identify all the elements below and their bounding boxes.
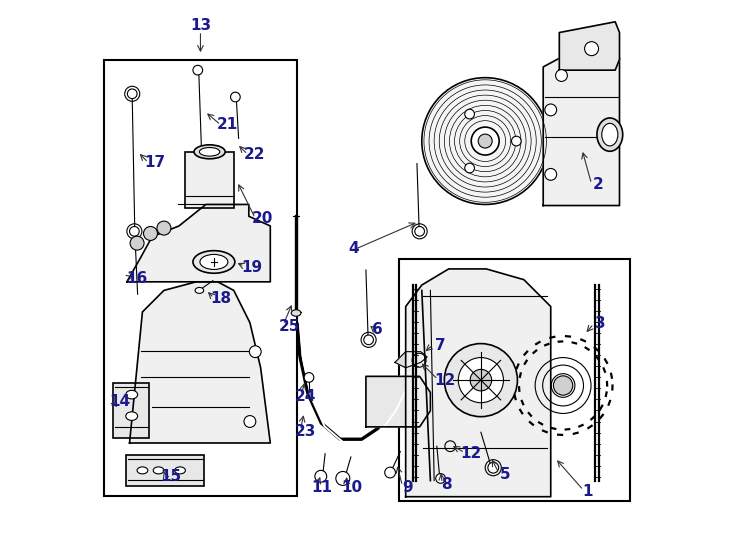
Bar: [186, 152, 233, 208]
Polygon shape: [543, 33, 619, 206]
Text: 11: 11: [310, 480, 332, 495]
Circle shape: [465, 109, 474, 119]
Bar: [103, 60, 297, 496]
Text: 8: 8: [441, 477, 452, 492]
Text: 16: 16: [126, 271, 148, 286]
Polygon shape: [559, 22, 619, 70]
Circle shape: [244, 416, 255, 427]
Ellipse shape: [137, 467, 148, 474]
Circle shape: [553, 376, 573, 395]
Bar: [126, 455, 204, 486]
Circle shape: [144, 226, 158, 240]
Text: 19: 19: [241, 260, 262, 275]
Circle shape: [250, 346, 261, 357]
Text: 24: 24: [294, 389, 316, 404]
Circle shape: [193, 65, 203, 75]
Circle shape: [230, 92, 240, 102]
Ellipse shape: [194, 145, 225, 159]
Text: 15: 15: [160, 469, 181, 484]
Circle shape: [129, 226, 139, 236]
Circle shape: [512, 136, 521, 146]
Circle shape: [128, 89, 137, 99]
Ellipse shape: [597, 118, 622, 151]
Text: 25: 25: [278, 319, 299, 334]
Text: 13: 13: [190, 18, 211, 33]
Text: 6: 6: [372, 322, 383, 336]
Ellipse shape: [195, 287, 203, 293]
Text: 12: 12: [460, 446, 482, 461]
Ellipse shape: [200, 254, 228, 269]
Polygon shape: [395, 352, 427, 368]
Circle shape: [364, 335, 374, 345]
Text: 20: 20: [252, 212, 273, 226]
Circle shape: [465, 163, 474, 173]
Circle shape: [157, 221, 171, 235]
Polygon shape: [127, 205, 270, 282]
Text: 10: 10: [341, 480, 363, 495]
Circle shape: [385, 467, 396, 478]
Text: 22: 22: [244, 147, 265, 162]
Ellipse shape: [200, 147, 219, 156]
Text: 5: 5: [501, 467, 511, 482]
Polygon shape: [129, 282, 270, 443]
Bar: [114, 383, 150, 437]
Circle shape: [436, 474, 446, 483]
Circle shape: [470, 369, 492, 391]
Text: 7: 7: [435, 338, 446, 353]
Circle shape: [545, 168, 556, 180]
Circle shape: [545, 104, 556, 116]
Circle shape: [336, 471, 350, 485]
Text: 14: 14: [109, 394, 131, 409]
Text: 9: 9: [402, 480, 413, 495]
Ellipse shape: [126, 390, 137, 399]
Text: 1: 1: [582, 484, 592, 500]
Ellipse shape: [193, 251, 235, 273]
Ellipse shape: [153, 467, 164, 474]
Circle shape: [304, 373, 314, 382]
Text: 2: 2: [592, 177, 603, 192]
Ellipse shape: [291, 310, 301, 316]
Text: 12: 12: [435, 373, 456, 388]
Circle shape: [315, 470, 327, 482]
Circle shape: [488, 462, 498, 473]
Text: 4: 4: [348, 241, 359, 256]
Circle shape: [584, 42, 598, 56]
Text: 17: 17: [145, 155, 165, 170]
Circle shape: [471, 127, 499, 155]
Circle shape: [422, 78, 548, 205]
Text: 18: 18: [211, 291, 231, 306]
Polygon shape: [406, 269, 550, 497]
Bar: [399, 259, 631, 501]
Ellipse shape: [126, 412, 137, 421]
Text: 23: 23: [294, 424, 316, 438]
Circle shape: [479, 134, 493, 148]
Circle shape: [458, 357, 504, 403]
Text: 3: 3: [595, 316, 606, 331]
Ellipse shape: [602, 123, 618, 146]
Ellipse shape: [175, 467, 186, 474]
Circle shape: [130, 236, 144, 250]
Circle shape: [444, 343, 517, 417]
Polygon shape: [366, 376, 430, 427]
Text: 21: 21: [217, 118, 238, 132]
Circle shape: [415, 226, 424, 236]
Circle shape: [556, 70, 567, 82]
